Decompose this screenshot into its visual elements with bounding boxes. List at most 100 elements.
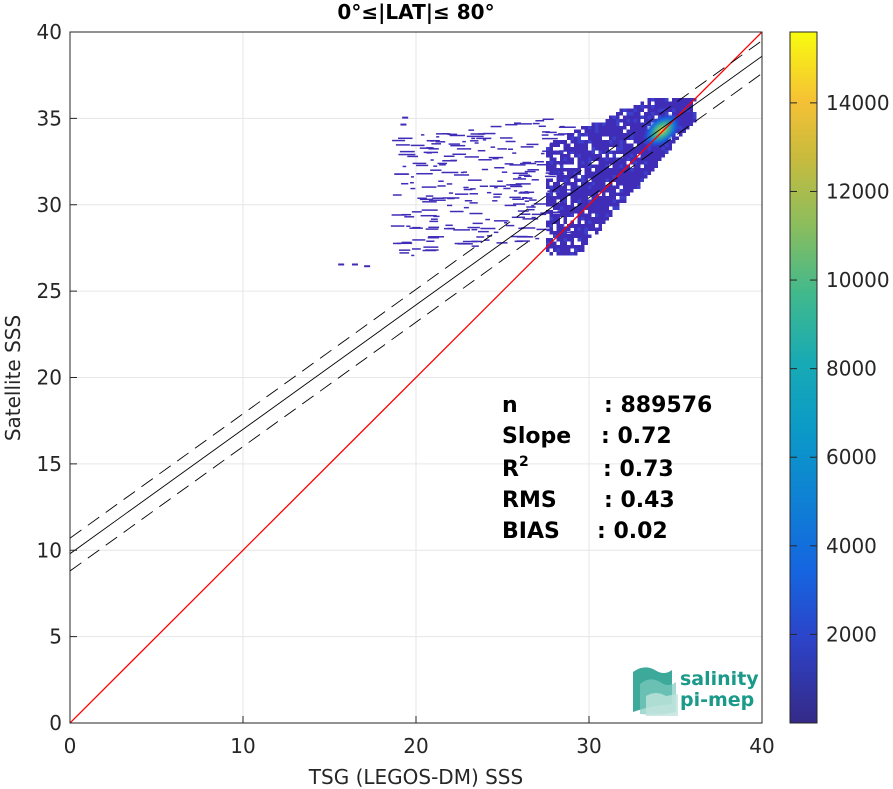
- density-cell: [640, 136, 644, 140]
- density-cell: [411, 211, 422, 213]
- density-cell: [633, 182, 637, 186]
- density-cell: [682, 112, 686, 116]
- density-cell: [609, 133, 613, 137]
- density-cell: [595, 199, 599, 203]
- density-cell: [526, 143, 539, 146]
- density-cell: [595, 154, 599, 158]
- density-cell: [623, 199, 627, 203]
- density-cell: [540, 212, 551, 214]
- density-cell: [584, 182, 588, 186]
- density-cell: [630, 115, 634, 119]
- density-cell: [477, 149, 486, 152]
- density-cell: [443, 155, 455, 158]
- density-cell: [619, 133, 623, 137]
- density-cell: [651, 98, 655, 102]
- density-cell: [581, 231, 585, 235]
- density-cell: [675, 101, 679, 105]
- density-cell: [609, 150, 613, 154]
- density-cell: [584, 217, 588, 221]
- density-cell: [672, 105, 676, 109]
- density-cell: [584, 157, 588, 161]
- density-cell: [605, 210, 609, 214]
- density-cell: [633, 154, 637, 158]
- density-cell: [626, 129, 630, 133]
- density-cell: [640, 171, 644, 175]
- density-cell: [546, 220, 550, 224]
- density-cell: [485, 218, 491, 221]
- density-cell: [637, 108, 641, 112]
- density-cell: [557, 176, 567, 178]
- density-cell: [464, 199, 473, 202]
- density-cell: [609, 178, 613, 182]
- stats-box: n: 889576 Slope: 0.72 R2: 0.73 RMS: 0.43 BIA…: [502, 393, 712, 544]
- density-cell: [616, 126, 620, 130]
- density-cell: [549, 245, 553, 249]
- density-cell: [476, 137, 492, 140]
- density-cell: [545, 172, 558, 174]
- density-cell: [598, 210, 602, 214]
- density-cell: [532, 122, 540, 125]
- density-cell: [483, 239, 490, 241]
- density-cell: [584, 164, 588, 168]
- density-cell: [637, 157, 641, 161]
- density-cell: [563, 199, 567, 203]
- density-cell: [598, 206, 602, 210]
- density-cell: [626, 119, 630, 123]
- density-cell: [598, 150, 602, 154]
- density-cell: [567, 136, 571, 140]
- density-cell: [351, 263, 358, 266]
- density-cell: [446, 204, 453, 207]
- density-cell: [619, 143, 623, 147]
- density-cell: [570, 206, 574, 210]
- density-cell: [546, 210, 550, 214]
- density-cell: [619, 136, 623, 140]
- density-cell: [637, 168, 641, 172]
- x-tick-label: 20: [403, 734, 428, 758]
- density-cell: [598, 203, 602, 207]
- density-cell: [560, 185, 564, 189]
- density-cell: [640, 105, 644, 109]
- density-cell: [588, 217, 592, 221]
- density-cell: [520, 162, 537, 165]
- density-cell: [542, 137, 558, 140]
- density-cell: [481, 168, 489, 171]
- density-cell: [574, 206, 578, 210]
- density-cell: [584, 175, 588, 179]
- density-cell: [514, 122, 520, 125]
- y-tick-label: 35: [37, 106, 62, 130]
- density-cell: [647, 164, 651, 168]
- density-cell: [619, 199, 623, 203]
- density-cell: [584, 150, 588, 154]
- density-cell: [591, 140, 595, 144]
- density-cell: [584, 178, 588, 182]
- density-cell: [517, 176, 522, 179]
- density-cell: [686, 112, 690, 116]
- density-cell: [560, 206, 564, 210]
- density-cell: [672, 101, 676, 105]
- density-cell: [623, 140, 627, 144]
- density-cell: [545, 131, 557, 134]
- density-cell: [682, 115, 686, 119]
- density-cell: [584, 231, 588, 235]
- identity-line: [70, 32, 762, 723]
- density-cell: [467, 179, 482, 181]
- density-cell: [679, 98, 683, 102]
- density-cell: [560, 157, 564, 161]
- density-cell: [553, 164, 557, 168]
- density-cell: [633, 168, 637, 172]
- density-cell: [478, 159, 492, 161]
- density-cell: [549, 157, 553, 161]
- density-cell: [574, 175, 578, 179]
- density-cell: [609, 210, 613, 214]
- density-cell: [591, 203, 595, 207]
- density-cell: [436, 136, 440, 138]
- density-cell: [549, 252, 553, 256]
- density-cell: [431, 143, 442, 145]
- density-cell: [623, 171, 627, 175]
- density-cell: [528, 208, 535, 211]
- density-cell: [672, 98, 676, 102]
- density-cell: [581, 224, 585, 228]
- stat-label: BIAS: [502, 519, 560, 544]
- density-cell: [637, 175, 641, 179]
- density-cell: [591, 196, 595, 200]
